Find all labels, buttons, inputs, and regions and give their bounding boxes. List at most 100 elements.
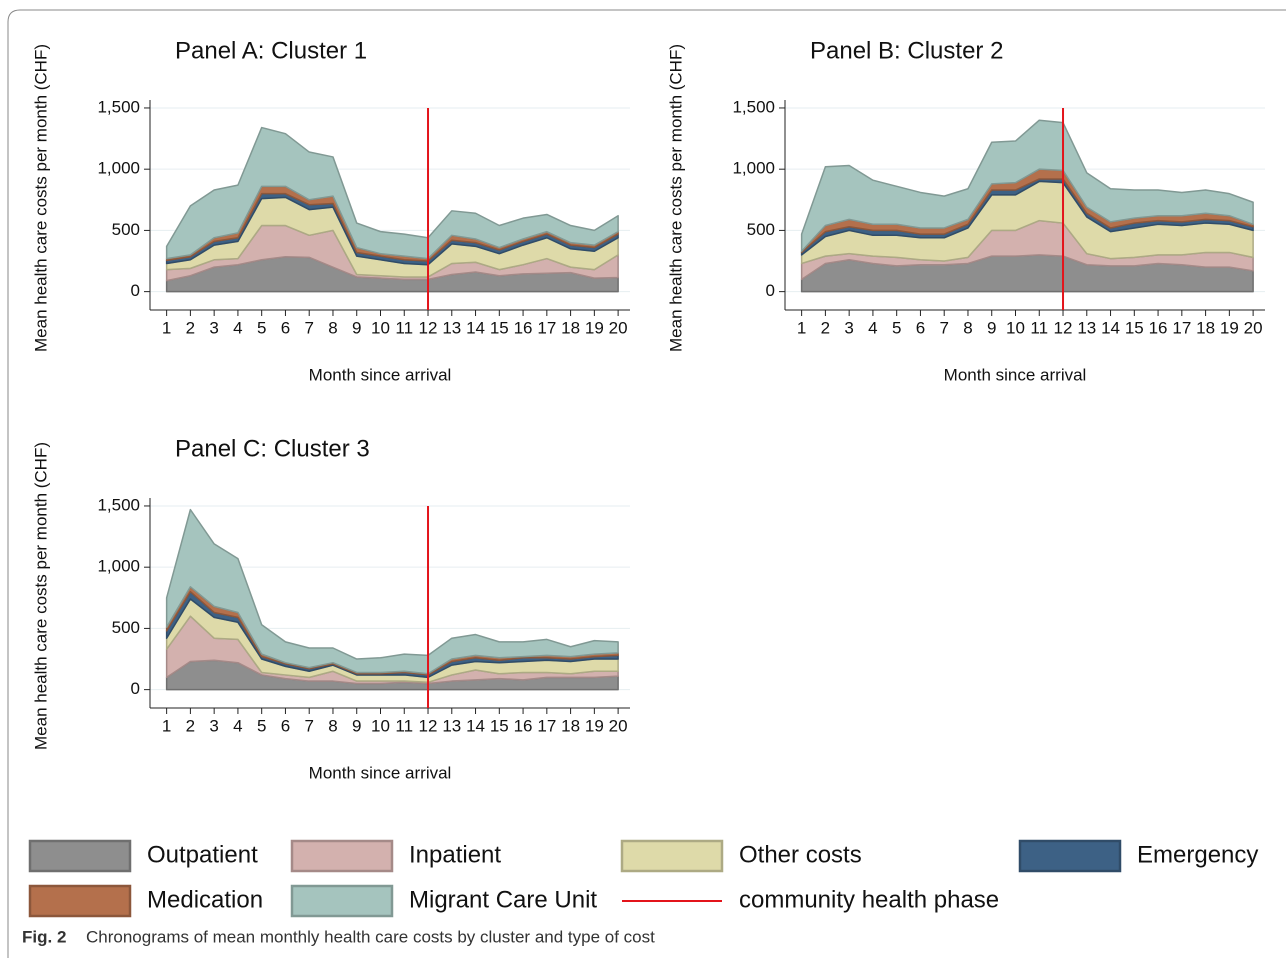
y-tick-label: 500	[112, 618, 140, 637]
x-tick-label: 9	[352, 716, 361, 735]
x-tick-label: 1	[797, 318, 806, 337]
x-tick-label: 4	[233, 318, 242, 337]
y-tick-label: 0	[131, 281, 140, 300]
legend-label: Medication	[147, 886, 263, 913]
x-tick-label: 7	[304, 318, 313, 337]
legend-label: Other costs	[739, 841, 862, 868]
x-tick-label: 10	[371, 318, 390, 337]
x-tick-label: 12	[419, 716, 438, 735]
x-tick-label: 5	[257, 318, 266, 337]
x-tick-label: 1	[162, 716, 171, 735]
x-tick-label: 4	[868, 318, 877, 337]
chart-title: Panel A: Cluster 1	[175, 37, 367, 64]
x-tick-label: 12	[419, 318, 438, 337]
x-tick-label: 3	[209, 318, 218, 337]
y-tick-label: 1,500	[97, 495, 140, 514]
legend-swatch	[290, 884, 394, 918]
caption-label: Fig. 2	[22, 927, 66, 946]
x-tick-label: 14	[466, 716, 485, 735]
x-tick-label: 20	[609, 318, 628, 337]
x-tick-label: 19	[585, 318, 604, 337]
x-tick-label: 8	[963, 318, 972, 337]
chart-title: Panel B: Cluster 2	[810, 37, 1003, 64]
x-tick-label: 2	[821, 318, 830, 337]
x-tick-label: 14	[466, 318, 485, 337]
y-tick-label: 1,000	[732, 159, 775, 178]
legend-swatch	[290, 839, 394, 873]
x-tick-label: 15	[490, 716, 509, 735]
x-tick-label: 6	[281, 318, 290, 337]
x-tick-label: 11	[395, 318, 413, 337]
x-tick-label: 19	[585, 716, 604, 735]
x-tick-label: 18	[561, 716, 580, 735]
frame	[7, 9, 1286, 958]
y-tick-label: 0	[131, 679, 140, 698]
x-axis-label: Month since arrival	[309, 365, 452, 384]
legend-label: community health phase	[739, 886, 999, 913]
y-tick-label: 0	[766, 281, 775, 300]
area-band	[165, 508, 619, 675]
x-tick-label: 3	[209, 716, 218, 735]
x-axis-label: Month since arrival	[944, 365, 1087, 384]
x-tick-label: 15	[1125, 318, 1144, 337]
x-tick-label: 2	[186, 716, 195, 735]
x-tick-label: 9	[352, 318, 361, 337]
x-tick-label: 8	[328, 318, 337, 337]
x-tick-label: 11	[1030, 318, 1048, 337]
y-tick-label: 1,500	[732, 97, 775, 116]
x-tick-label: 12	[1054, 318, 1073, 337]
x-tick-label: 16	[514, 318, 533, 337]
legend-label: Emergency	[1137, 841, 1258, 868]
x-tick-label: 14	[1101, 318, 1120, 337]
x-tick-label: 7	[304, 716, 313, 735]
x-tick-label: 13	[442, 716, 461, 735]
x-axis-label: Month since arrival	[309, 763, 452, 782]
y-tick-label: 500	[112, 220, 140, 239]
x-tick-label: 17	[1172, 318, 1191, 337]
x-tick-label: 15	[490, 318, 509, 337]
x-tick-label: 9	[987, 318, 996, 337]
legend-label: Inpatient	[409, 841, 501, 868]
legend-label: Migrant Care Unit	[409, 886, 597, 913]
chart-title: Panel C: Cluster 3	[175, 435, 370, 462]
x-tick-label: 4	[233, 716, 242, 735]
x-tick-label: 16	[1149, 318, 1168, 337]
y-axis-label: Mean health care costs per month (CHF)	[31, 44, 50, 352]
legend-swatch	[620, 839, 724, 873]
x-tick-label: 17	[537, 716, 556, 735]
x-tick-label: 20	[609, 716, 628, 735]
area-band	[800, 119, 1254, 252]
legend-label: Outpatient	[147, 841, 258, 868]
x-tick-label: 13	[1077, 318, 1096, 337]
y-tick-label: 1,000	[97, 557, 140, 576]
x-tick-label: 20	[1244, 318, 1263, 337]
y-axis-label: Mean health care costs per month (CHF)	[666, 44, 685, 352]
x-tick-label: 11	[395, 716, 413, 735]
area-band	[165, 126, 619, 260]
y-axis-label: Mean health care costs per month (CHF)	[31, 442, 50, 750]
legend-swatch	[28, 839, 132, 873]
x-tick-label: 10	[371, 716, 390, 735]
x-tick-label: 18	[561, 318, 580, 337]
x-tick-label: 5	[257, 716, 266, 735]
x-tick-label: 2	[186, 318, 195, 337]
legend-swatch	[28, 884, 132, 918]
y-tick-label: 1,500	[97, 97, 140, 116]
legend-swatch	[1018, 839, 1122, 873]
x-tick-label: 6	[281, 716, 290, 735]
x-tick-label: 19	[1220, 318, 1239, 337]
x-tick-label: 1	[162, 318, 171, 337]
y-tick-label: 500	[747, 220, 775, 239]
x-tick-label: 8	[328, 716, 337, 735]
x-tick-label: 3	[844, 318, 853, 337]
x-tick-label: 13	[442, 318, 461, 337]
x-tick-label: 10	[1006, 318, 1025, 337]
x-tick-label: 16	[514, 716, 533, 735]
caption-text: Chronograms of mean monthly health care …	[86, 927, 655, 946]
x-tick-label: 18	[1196, 318, 1215, 337]
x-tick-label: 6	[916, 318, 925, 337]
x-tick-label: 17	[537, 318, 556, 337]
y-tick-label: 1,000	[97, 159, 140, 178]
x-tick-label: 5	[892, 318, 901, 337]
